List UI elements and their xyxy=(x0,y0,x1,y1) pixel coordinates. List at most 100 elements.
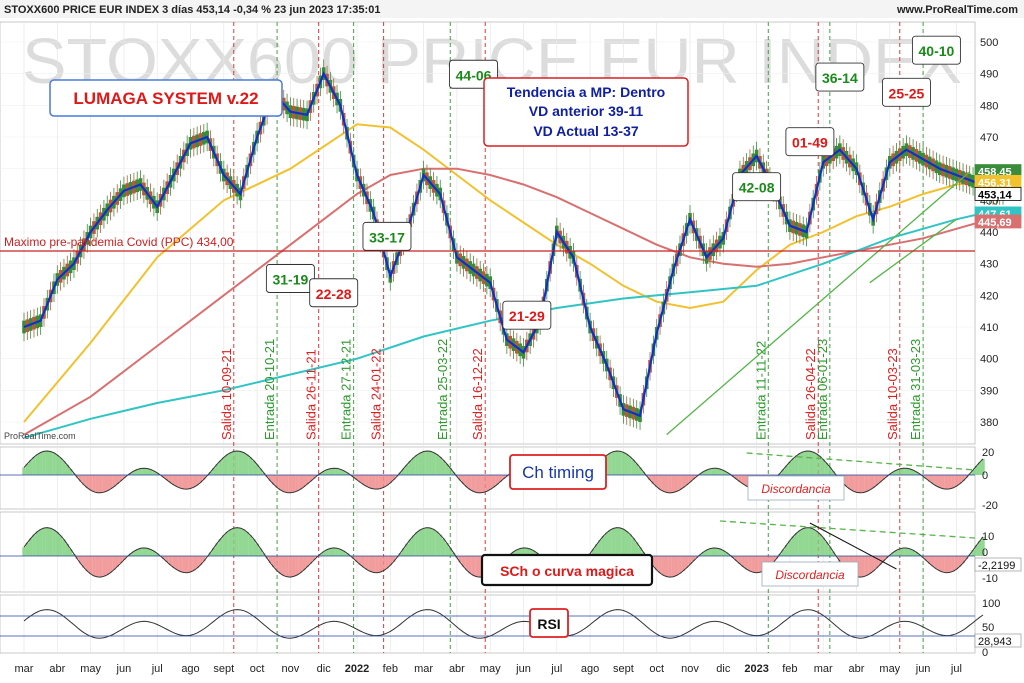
uptrend-line xyxy=(666,171,971,436)
price-tag xyxy=(974,186,1022,201)
score-label: 36-14 xyxy=(822,70,858,86)
price-tick-label: 420 xyxy=(980,290,998,302)
price-series xyxy=(22,59,1007,439)
indicator-tick-label: 0 xyxy=(982,547,988,559)
discordance-line-1 xyxy=(746,452,976,471)
price-tick-label: 500 xyxy=(980,37,998,49)
series-price xyxy=(23,71,1007,418)
month-tick-label: ago xyxy=(581,663,599,675)
source-label[interactable]: www.ProRealTime.com xyxy=(896,4,1018,16)
trend-box xyxy=(483,77,689,147)
month-tick-label: nov xyxy=(681,663,699,675)
ch-timing-panel xyxy=(0,446,976,510)
price-panel xyxy=(0,21,976,445)
score-box xyxy=(911,35,961,65)
month-tick-label: dic xyxy=(317,663,332,675)
indicator-tick-label: -20 xyxy=(982,500,998,512)
trend-line-3: VD Actual 13-37 xyxy=(533,123,639,139)
system-box xyxy=(49,79,283,117)
score-label: 40-10 xyxy=(919,43,955,59)
month-tick-label: jun xyxy=(515,663,531,675)
month-tick-label: jul xyxy=(550,663,562,675)
score-label: 44-06 xyxy=(456,67,492,83)
indicator-tick-label: 20 xyxy=(982,447,994,459)
month-tick-label: oct xyxy=(250,663,265,675)
rsi-box xyxy=(529,608,569,638)
price-tag-label: 456,31 xyxy=(978,177,1012,189)
discordance-line-2 xyxy=(719,520,976,539)
signal-label: Salida 10-03-23 xyxy=(885,348,900,440)
indicator-tag-label: 28,943 xyxy=(978,636,1012,648)
signal-label: Salida 24-01-22 xyxy=(369,348,384,440)
month-tick-label: jul xyxy=(950,663,962,675)
indicator-tick-label: 50 xyxy=(982,622,994,634)
discordancia-label-1: Discordancia xyxy=(761,482,831,496)
month-tick-label: jun xyxy=(116,663,132,675)
signal-label: Salida 10-09-21 xyxy=(219,348,234,440)
signal-label: Entrada 25-03-22 xyxy=(435,339,450,440)
score-label: 21-29 xyxy=(509,308,545,324)
month-tick-label: 2022 xyxy=(345,663,369,675)
score-label: 33-17 xyxy=(369,229,405,245)
sch-label: SCh o curva magica xyxy=(500,563,634,579)
score-box xyxy=(502,300,552,330)
month-tick-label: mar xyxy=(15,663,34,675)
price-tick-label: 390 xyxy=(980,385,998,397)
price-tick-label: 430 xyxy=(980,259,998,271)
price-tick-label: 410 xyxy=(980,322,998,334)
discordancia-box-2 xyxy=(761,561,859,587)
ch-timing-box xyxy=(509,454,607,490)
signal-label: Entrada 31-03-23 xyxy=(908,339,923,440)
price-tag xyxy=(974,214,1022,229)
month-tick-label: dic xyxy=(716,663,731,675)
signal-label: Salida 26-04-22 xyxy=(803,348,818,440)
month-tick-label: may xyxy=(480,663,501,675)
signal-label: Salida 26-11-21 xyxy=(304,349,319,440)
month-tick-label: sept xyxy=(613,663,634,675)
signal-label: Entrada 20-10-21 xyxy=(262,339,277,440)
month-tick-label: abr xyxy=(449,663,465,675)
indicator-tick-label: 0 xyxy=(982,647,988,659)
indicator-series xyxy=(0,450,985,639)
month-tick-label: feb xyxy=(383,663,398,675)
sch-box xyxy=(480,553,654,587)
month-tick-label: mar xyxy=(414,663,433,675)
signal-labels: Salida 10-09-21 Entrada 20-10-21 Salida 26… xyxy=(219,339,923,440)
price-tick-label: 470 xyxy=(980,132,998,144)
month-tick-label: abr xyxy=(49,663,65,675)
system-label: LUMAGA SYSTEM v.22 xyxy=(73,89,258,108)
price-tick-label: 490 xyxy=(980,69,998,81)
month-tick-label: abr xyxy=(849,663,865,675)
indicator-tag-label: -2,2199 xyxy=(978,560,1015,572)
trend-line-2: VD anterior 39-11 xyxy=(529,103,644,119)
ch-timing-line xyxy=(23,450,984,494)
signal-label: Entrada 06-01-23 xyxy=(815,339,830,440)
score-box xyxy=(362,221,412,251)
trend-line-1: Tendencia a MP: Dentro xyxy=(507,84,665,100)
score-label: 01-49 xyxy=(792,135,828,151)
month-tick-label: ago xyxy=(181,663,199,675)
price-tick-label: 380 xyxy=(980,417,998,429)
indicator-tag xyxy=(974,633,1022,648)
month-tick-label: 2023 xyxy=(744,663,768,675)
score-box xyxy=(309,278,359,308)
month-tick-label: jul xyxy=(151,663,163,675)
indicator-tick-label: -10 xyxy=(982,573,998,585)
month-tick-label: may xyxy=(80,663,101,675)
series-ma_yellow xyxy=(23,123,1007,423)
rsi-line xyxy=(23,609,984,639)
discordancia-label-2: Discordancia xyxy=(775,568,845,582)
price-tag-label: 453,14 xyxy=(978,189,1013,201)
score-label: 31-19 xyxy=(272,272,308,288)
discordance-line-3 xyxy=(809,522,897,570)
rsi-panel xyxy=(0,594,976,654)
price-tick-label: 400 xyxy=(980,354,998,366)
score-label: 42-08 xyxy=(739,180,775,196)
month-tick-label: mar xyxy=(814,663,833,675)
score-boxes: 31-19 22-28 33-17 44-06 21-29 42-08 01-49 36-14… xyxy=(265,35,961,330)
score-box xyxy=(732,172,782,202)
indicator-tick-label: 10 xyxy=(982,531,994,543)
